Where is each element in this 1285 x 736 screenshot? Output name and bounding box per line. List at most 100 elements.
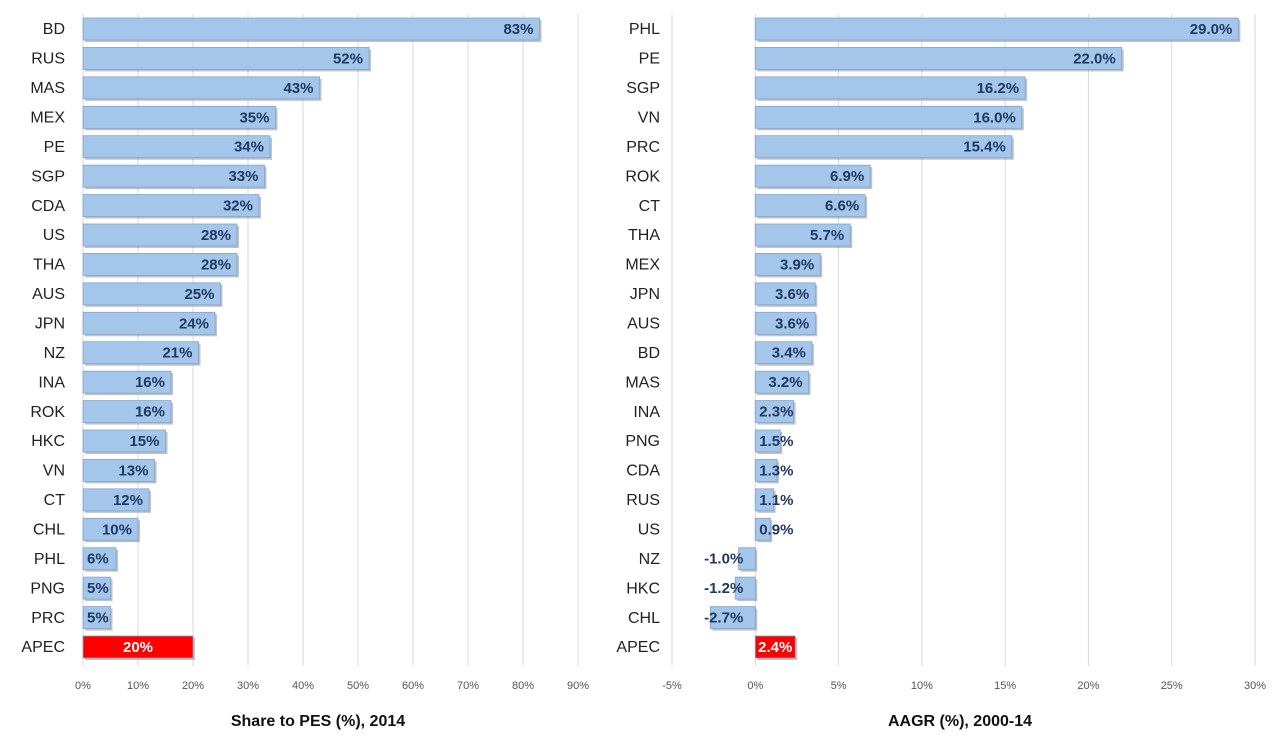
x-tick-label: 10% — [127, 680, 149, 692]
x-tick-label: 90% — [567, 680, 589, 692]
value-label: 28% — [201, 227, 231, 244]
value-label: 2.3% — [759, 404, 793, 421]
x-tick-label: 30% — [237, 680, 259, 692]
value-label: 34% — [234, 139, 264, 156]
value-label: 52% — [333, 50, 363, 67]
category-label: ROK — [30, 404, 65, 421]
value-label: 3.9% — [780, 256, 814, 273]
value-label: 24% — [179, 315, 209, 332]
x-tick-label: 25% — [1161, 680, 1183, 692]
x-tick-label: 40% — [292, 680, 314, 692]
category-label: MAS — [30, 80, 65, 97]
bar — [82, 76, 320, 100]
category-label: AUS — [627, 316, 660, 333]
category-label: THA — [628, 227, 660, 244]
value-label: 10% — [102, 521, 132, 538]
category-label: PNG — [30, 580, 65, 597]
bar — [709, 606, 756, 629]
value-label: 35% — [239, 109, 269, 126]
category-label: NZ — [639, 551, 661, 568]
x-tick-label: 20% — [182, 680, 204, 692]
bar — [82, 17, 540, 41]
bar — [734, 576, 756, 600]
value-label: 5% — [87, 610, 109, 627]
bar — [82, 164, 265, 188]
bar — [82, 429, 166, 453]
bar — [754, 282, 816, 306]
x-tick-label: 20% — [1077, 680, 1099, 692]
category-label: INA — [38, 374, 65, 391]
category-label: PHL — [34, 551, 65, 568]
value-label: 15% — [129, 433, 159, 450]
bar — [82, 459, 155, 482]
bar — [754, 370, 809, 394]
category-label: MEX — [30, 110, 65, 127]
category-label: JPN — [35, 316, 65, 333]
value-label: 16.0% — [973, 109, 1016, 126]
value-label: 21% — [162, 345, 192, 362]
bar — [82, 253, 238, 276]
value-label: -1.0% — [704, 551, 743, 568]
category-label: RUS — [626, 492, 660, 509]
category-label: APEC — [21, 639, 65, 656]
value-label: -1.2% — [704, 580, 743, 597]
category-label: PE — [44, 139, 65, 156]
category-label: PRC — [626, 139, 660, 156]
bar — [82, 311, 216, 335]
value-label: 3.6% — [775, 286, 809, 303]
category-label: CHL — [628, 610, 660, 627]
value-label: 32% — [223, 198, 253, 215]
x-tick-label: -5% — [662, 680, 682, 692]
value-label: 13% — [118, 462, 148, 479]
value-label: 3.6% — [775, 315, 809, 332]
value-label: 16.2% — [977, 80, 1020, 97]
bar — [754, 459, 778, 482]
bar — [82, 517, 139, 541]
bar — [754, 635, 796, 659]
category-label: AUS — [32, 286, 65, 303]
value-label: 5% — [87, 580, 109, 597]
category-label: HKC — [626, 580, 660, 597]
value-label: 1.1% — [759, 492, 793, 509]
bar — [82, 223, 238, 247]
x-tick-label: 50% — [347, 680, 369, 692]
bar — [82, 488, 150, 512]
bar — [82, 105, 276, 129]
x-tick-label: 0% — [75, 680, 91, 692]
bar — [754, 135, 1013, 159]
value-label: -2.7% — [704, 610, 743, 627]
category-label: BD — [638, 345, 660, 362]
bar — [82, 135, 271, 159]
bar — [82, 635, 194, 659]
bar — [754, 488, 775, 512]
bar — [754, 194, 866, 217]
category-label: PNG — [625, 433, 660, 450]
category-label: CDA — [31, 198, 65, 215]
chart-title: Share to PES (%), 2014 — [231, 713, 405, 730]
category-label: CT — [639, 198, 661, 215]
value-label: 1.3% — [759, 462, 793, 479]
category-label: MEX — [625, 257, 660, 274]
category-label: CHL — [33, 522, 65, 539]
category-label: JPN — [630, 286, 660, 303]
bar — [82, 282, 221, 306]
value-label: 6% — [87, 551, 109, 568]
category-label: INA — [633, 404, 660, 421]
category-label: SGP — [626, 80, 660, 97]
x-tick-label: 60% — [402, 680, 424, 692]
bar — [754, 223, 851, 247]
x-tick-label: 30% — [1244, 680, 1266, 692]
x-tick-label: 5% — [831, 680, 847, 692]
category-label: APEC — [616, 639, 660, 656]
category-label: PE — [639, 51, 660, 68]
bar — [754, 253, 821, 276]
bar — [754, 429, 781, 453]
value-label: 6.9% — [830, 168, 864, 185]
bar — [82, 341, 199, 365]
x-tick-label: 70% — [457, 680, 479, 692]
bar — [82, 194, 260, 217]
bar — [754, 47, 1123, 70]
bar — [82, 606, 111, 629]
category-label: US — [43, 227, 65, 244]
